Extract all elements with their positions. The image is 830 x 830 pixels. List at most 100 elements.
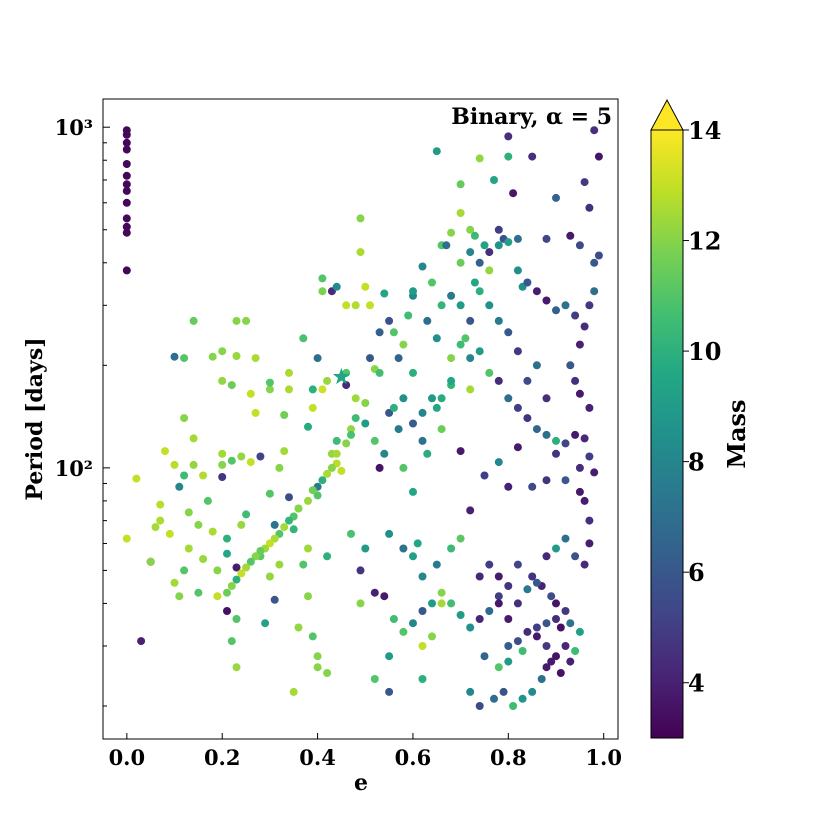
data-point xyxy=(494,241,503,250)
data-point xyxy=(351,394,360,403)
data-point xyxy=(347,425,355,434)
data-point xyxy=(504,615,513,623)
data-point xyxy=(223,534,231,543)
data-point xyxy=(208,352,217,361)
data-point xyxy=(385,652,394,661)
data-point xyxy=(432,403,441,412)
data-point xyxy=(547,657,556,666)
data-point xyxy=(504,238,513,247)
data-point xyxy=(251,354,260,363)
data-point xyxy=(399,627,408,636)
data-point xyxy=(265,489,274,498)
data-point xyxy=(351,414,360,423)
data-point xyxy=(199,555,208,563)
data-point xyxy=(504,482,513,491)
data-point xyxy=(523,627,532,636)
data-point xyxy=(122,130,131,139)
data-point xyxy=(308,632,317,641)
data-point xyxy=(470,231,479,240)
data-point xyxy=(175,482,184,491)
data-point xyxy=(561,607,570,615)
x-tick-label: 0.6 xyxy=(395,745,432,770)
data-point xyxy=(122,214,131,223)
data-point xyxy=(552,193,560,202)
data-point xyxy=(246,458,255,467)
data-point xyxy=(332,282,341,291)
x-tick-label: 0.0 xyxy=(109,745,146,770)
data-point xyxy=(542,430,551,439)
data-point xyxy=(409,619,417,628)
data-point xyxy=(332,436,341,445)
data-point xyxy=(409,552,417,561)
data-point xyxy=(475,572,484,581)
data-point xyxy=(552,306,560,315)
data-point xyxy=(232,663,241,672)
data-point xyxy=(494,376,503,385)
data-point xyxy=(571,430,580,439)
data-point xyxy=(289,525,298,534)
data-point xyxy=(227,381,236,390)
data-point xyxy=(385,687,394,696)
data-point xyxy=(122,266,131,275)
data-point xyxy=(399,394,408,403)
data-point xyxy=(356,566,365,575)
data-point xyxy=(542,234,551,243)
y-axis-title: Period [days] xyxy=(22,337,48,500)
data-point xyxy=(313,652,322,661)
data-point xyxy=(370,588,379,597)
data-point xyxy=(504,328,513,337)
data-point xyxy=(523,278,532,287)
y-tick-label: 10³ xyxy=(55,115,93,140)
data-point xyxy=(261,619,270,628)
data-point xyxy=(180,566,189,575)
data-point xyxy=(227,637,236,646)
data-point xyxy=(566,361,575,370)
data-point xyxy=(246,389,255,398)
data-point xyxy=(428,632,436,641)
data-point xyxy=(361,399,370,407)
colorbar-ticks: 4 6 8 10 12 14 xyxy=(683,116,721,698)
data-point xyxy=(552,544,560,553)
data-point xyxy=(580,322,589,331)
data-point xyxy=(156,516,165,525)
data-point xyxy=(418,675,427,683)
data-point xyxy=(466,225,475,234)
data-point xyxy=(456,258,465,267)
star-marker xyxy=(332,367,350,385)
data-point xyxy=(227,456,236,465)
x-tick-label: 0.8 xyxy=(490,745,527,770)
data-point xyxy=(537,675,546,683)
data-point xyxy=(299,334,308,343)
data-point xyxy=(208,527,217,536)
data-point xyxy=(323,552,332,561)
data-point xyxy=(246,557,255,566)
data-point xyxy=(571,376,580,385)
data-point xyxy=(232,352,241,360)
data-point xyxy=(561,642,570,650)
data-point xyxy=(585,203,594,212)
colorbar-tick-label: 10 xyxy=(688,337,721,366)
data-point xyxy=(504,657,513,666)
data-point xyxy=(542,663,551,672)
data-point xyxy=(532,361,541,370)
data-point xyxy=(575,389,584,398)
data-point xyxy=(275,560,284,569)
data-point xyxy=(494,458,503,467)
data-point xyxy=(280,411,289,419)
data-point xyxy=(265,385,274,394)
data-point xyxy=(418,262,427,271)
data-point xyxy=(590,258,599,267)
data-point xyxy=(380,289,389,298)
data-point xyxy=(456,340,465,349)
data-point xyxy=(337,466,346,475)
data-point xyxy=(175,592,184,601)
data-point xyxy=(375,368,384,377)
data-point xyxy=(184,508,193,517)
data-point xyxy=(490,176,498,184)
data-point xyxy=(203,496,212,505)
data-point xyxy=(542,476,551,485)
data-point xyxy=(518,647,527,655)
data-point xyxy=(165,529,174,538)
data-point xyxy=(304,592,312,601)
data-point xyxy=(542,394,551,403)
